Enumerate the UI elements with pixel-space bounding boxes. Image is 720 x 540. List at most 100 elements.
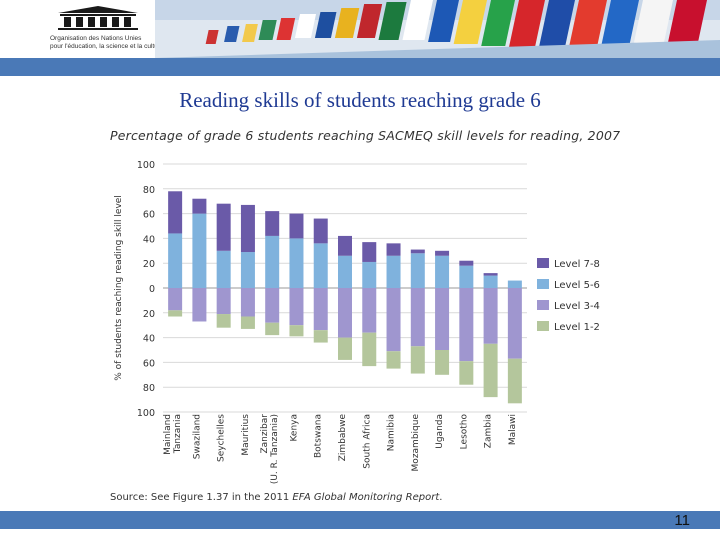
bar-segment bbox=[483, 273, 498, 276]
bar-segment bbox=[386, 351, 401, 369]
y-tick-label: 40 bbox=[143, 234, 155, 245]
bar-segment bbox=[338, 337, 352, 360]
bar-segment bbox=[507, 358, 522, 404]
legend-label: Level 3-4 bbox=[554, 301, 600, 312]
legend-label: Level 7-8 bbox=[554, 259, 600, 270]
bar-segment bbox=[289, 213, 304, 239]
y-tick-label: 60 bbox=[143, 358, 155, 369]
bar-segment bbox=[435, 288, 450, 350]
y-tick-label: 100 bbox=[137, 408, 155, 419]
bar-segment bbox=[362, 288, 377, 333]
x-tick-label: Tanzania bbox=[173, 414, 183, 454]
bar-segment bbox=[410, 288, 425, 347]
legend-label: Level 5-6 bbox=[554, 280, 600, 291]
bar-segment bbox=[362, 261, 377, 288]
legend-swatch bbox=[537, 279, 549, 289]
x-tick-label: Namibia bbox=[387, 414, 397, 451]
x-tick-label: Seychelles bbox=[217, 414, 227, 462]
bar-segment bbox=[507, 288, 522, 359]
bar-segment bbox=[507, 280, 522, 288]
bar-segment bbox=[435, 250, 450, 256]
bar-segment bbox=[362, 242, 377, 262]
y-tick-label: 80 bbox=[143, 185, 155, 196]
legend-swatch bbox=[537, 258, 549, 268]
bar-segment bbox=[459, 361, 474, 385]
x-tick-label: Malawi bbox=[508, 414, 518, 445]
bar-segment bbox=[265, 211, 280, 236]
y-tick-label: 20 bbox=[143, 259, 155, 270]
y-tick-label: 40 bbox=[143, 334, 155, 345]
bar-segment bbox=[216, 250, 231, 288]
header: Organisation des Nations Unies pour l'éd… bbox=[0, 0, 720, 58]
legend-swatch bbox=[537, 300, 549, 310]
bar-segment bbox=[313, 243, 328, 288]
bar-segment bbox=[362, 332, 377, 367]
bar-segment bbox=[289, 288, 304, 326]
slide-title: Reading skills of students reaching grad… bbox=[179, 88, 541, 112]
bar-segment bbox=[410, 346, 425, 374]
bar-segment bbox=[265, 322, 280, 336]
footer-band bbox=[0, 511, 720, 529]
bar-segment bbox=[435, 350, 450, 375]
x-tick-label: Kenya bbox=[289, 414, 299, 442]
bar-segment bbox=[459, 260, 474, 266]
bar-segment bbox=[483, 288, 498, 344]
bar-segment bbox=[289, 325, 304, 337]
flags-banner-image bbox=[155, 0, 720, 58]
bar-segment bbox=[216, 314, 231, 328]
bar-segment bbox=[168, 233, 183, 288]
bar-segment bbox=[240, 316, 255, 329]
x-tick-label: Zimbabwe bbox=[338, 414, 348, 462]
legend-label: Level 1-2 bbox=[554, 322, 600, 333]
bar-segment bbox=[483, 275, 498, 288]
bar-segment bbox=[168, 191, 183, 234]
bar-segment bbox=[410, 253, 425, 288]
x-tick-label: (U. R. Tanzania) bbox=[270, 414, 280, 484]
bar-segment bbox=[435, 255, 450, 288]
bar-segment bbox=[192, 288, 207, 322]
bar-segment bbox=[240, 252, 255, 288]
x-tick-label: Lesotho bbox=[459, 414, 469, 450]
y-tick-label: 0 bbox=[149, 284, 155, 295]
page-number: 11 bbox=[674, 512, 690, 529]
bar-segment bbox=[240, 204, 255, 253]
bar-segment bbox=[313, 330, 328, 343]
bar-segment bbox=[168, 310, 183, 317]
y-tick-label: 80 bbox=[143, 383, 155, 394]
legend-swatch bbox=[537, 321, 549, 331]
bar-segment bbox=[313, 288, 328, 331]
x-tick-label: South Africa bbox=[362, 414, 372, 469]
bar-segment bbox=[386, 288, 401, 352]
bar-segment bbox=[216, 288, 231, 315]
bar-segment bbox=[386, 243, 401, 256]
bar-segment bbox=[265, 288, 280, 323]
bar-segment bbox=[338, 235, 352, 256]
y-tick-label: 20 bbox=[143, 309, 155, 320]
bar-segment bbox=[240, 288, 255, 317]
bar-segment bbox=[192, 198, 207, 214]
x-tick-label: Mainland bbox=[163, 414, 173, 455]
unesco-logo bbox=[58, 6, 138, 30]
organization-name: Organisation des Nations Unies pour l'éd… bbox=[50, 35, 164, 50]
x-tick-label: Zanzibar bbox=[260, 414, 270, 454]
x-tick-label: Botswana bbox=[314, 414, 324, 458]
x-tick-label: Uganda bbox=[435, 414, 445, 449]
chart-title: Percentage of grade 6 students reaching … bbox=[110, 128, 621, 143]
header-band bbox=[0, 58, 720, 76]
x-tick-label: Swaziland bbox=[192, 414, 202, 459]
bar-segment bbox=[459, 265, 474, 288]
y-axis-label: % of students reaching reading skill lev… bbox=[114, 195, 124, 381]
x-tick-label: Mozambique bbox=[411, 414, 421, 472]
x-tick-label: Zambia bbox=[484, 414, 494, 448]
bar-segment bbox=[265, 235, 280, 288]
bar-segment bbox=[338, 288, 352, 338]
bar-segment bbox=[168, 288, 183, 311]
bar-segment bbox=[338, 255, 352, 288]
bar-segment bbox=[216, 203, 231, 251]
bar-segment bbox=[386, 255, 401, 288]
chart-source: Source: See Figure 1.37 in the 2011 EFA … bbox=[110, 492, 443, 503]
y-tick-label: 100 bbox=[137, 160, 155, 171]
bar-segment bbox=[410, 249, 425, 254]
bar-segment bbox=[459, 288, 474, 362]
